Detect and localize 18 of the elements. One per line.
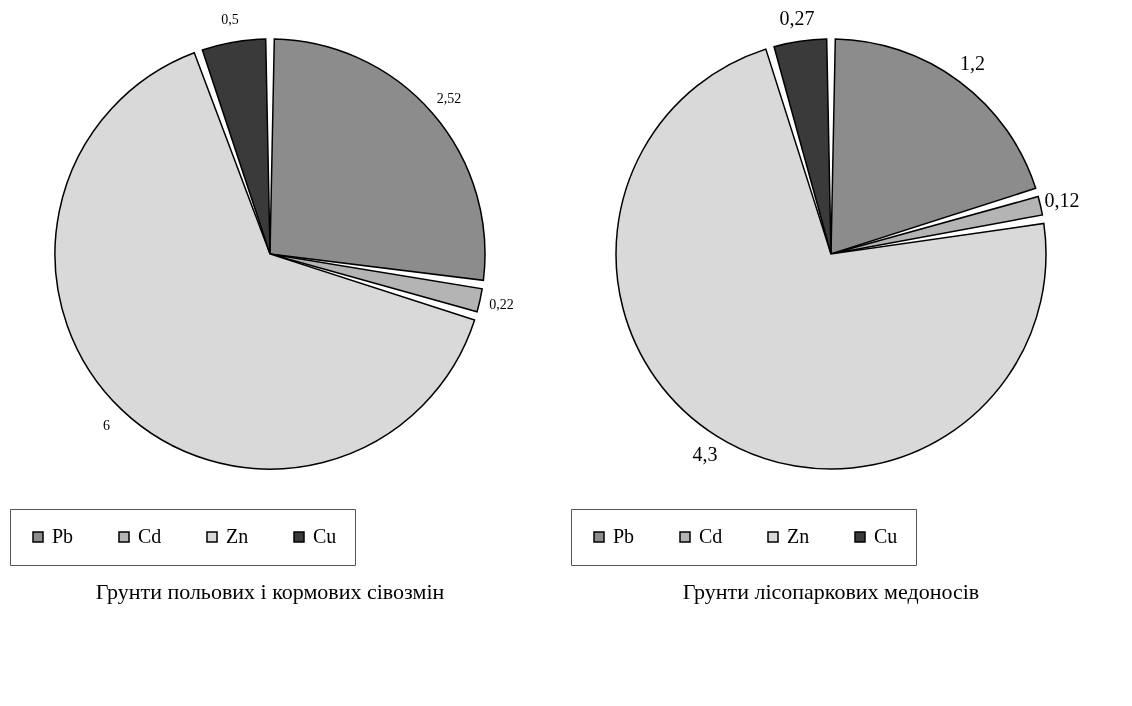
legend-label: Pb [613, 525, 635, 547]
data-label: 6 [102, 417, 110, 433]
data-label: 0,12 [1044, 188, 1080, 211]
data-label: 2,52 [436, 90, 462, 106]
legend-label: Pb [52, 525, 74, 547]
legend-label: Cu [874, 525, 898, 547]
data-label: 4,3 [692, 442, 718, 465]
legend-label: Zn [226, 525, 249, 547]
data-label: 0,27 [779, 7, 815, 30]
data-label: 0,22 [489, 297, 514, 313]
text: Грунти польових і кормових сівозмін [95, 578, 445, 604]
legend-label: Cd [699, 525, 723, 547]
legend-label: Zn [787, 525, 810, 547]
text: Грунти лісопаркових медоносів [682, 578, 980, 604]
legend-label: Cd [138, 525, 162, 547]
legend-label: Cu [313, 525, 337, 547]
data-label: 1,2 [960, 51, 986, 74]
data-label: 0,5 [221, 12, 239, 28]
